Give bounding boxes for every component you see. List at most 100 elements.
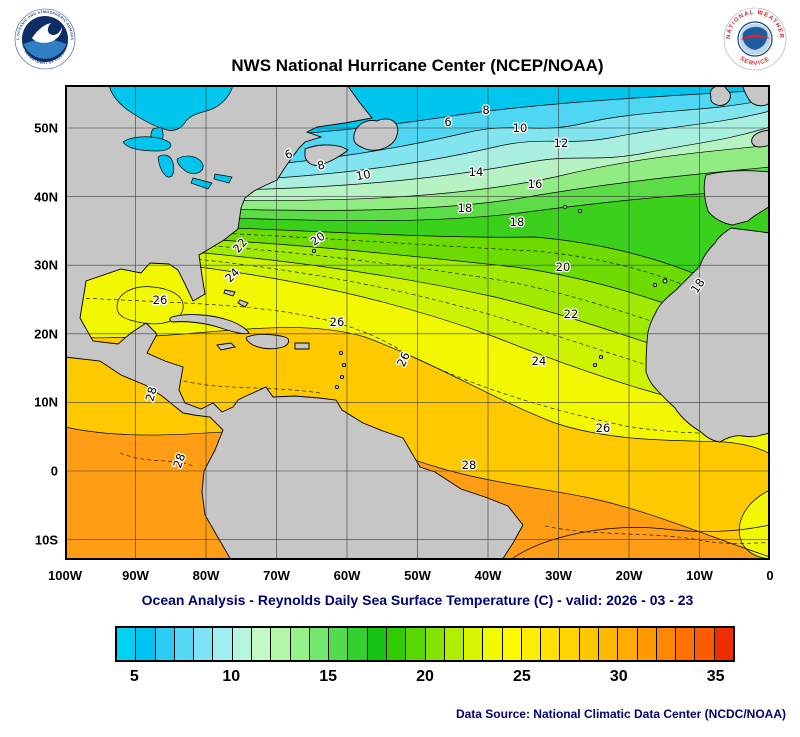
land-nova-scotia bbox=[304, 144, 349, 166]
colorbar-cell bbox=[482, 628, 502, 660]
x-tick-label: 30W bbox=[545, 568, 572, 583]
lake-superior bbox=[122, 136, 172, 152]
noaa-logo: NATIONAL OCEANIC AND ATMOSPHERIC ADMINIS… bbox=[14, 8, 76, 70]
colorbar-cell bbox=[231, 628, 251, 660]
y-tick-label: 10S bbox=[34, 532, 58, 548]
x-tick-label: 20W bbox=[615, 568, 643, 583]
colorbar-cell bbox=[559, 628, 579, 660]
contour-label: 26 bbox=[330, 315, 345, 329]
colorbar-cell bbox=[117, 628, 136, 660]
lake-erie bbox=[190, 177, 213, 190]
land-brittany bbox=[751, 129, 771, 148]
data-source: Data Source: National Climatic Data Cent… bbox=[455, 707, 786, 721]
latlon-grid bbox=[65, 85, 770, 560]
colorbar-cell bbox=[617, 628, 637, 660]
y-tick-label: 50N bbox=[34, 120, 58, 136]
colorbar-cell bbox=[540, 628, 560, 660]
colorbar-cell bbox=[385, 628, 406, 660]
contour-label: 26 bbox=[596, 421, 611, 435]
colorbar-cell bbox=[713, 628, 733, 660]
x-tick-label: 70W bbox=[263, 568, 290, 583]
colorbar-cell bbox=[501, 628, 521, 660]
colorbar-cell bbox=[328, 628, 348, 660]
colorbar-tick-label: 10 bbox=[222, 668, 241, 685]
land-cape-verde-1 bbox=[598, 354, 604, 360]
land-britain bbox=[742, 84, 771, 107]
colorbar-cell bbox=[135, 628, 155, 660]
colorbar-cell bbox=[270, 628, 290, 660]
colorbar-cell bbox=[598, 628, 618, 660]
noaa-seagull-icon bbox=[32, 23, 62, 43]
land-azores-2 bbox=[577, 208, 583, 214]
x-tick-label: 90W bbox=[122, 568, 149, 583]
land-iberia bbox=[703, 170, 771, 226]
colorbar-cell bbox=[173, 628, 194, 660]
contour-label: 28 bbox=[462, 458, 477, 472]
colorbar-cell bbox=[424, 628, 444, 660]
colorbar-cell bbox=[212, 628, 232, 660]
lake-huron bbox=[176, 155, 204, 174]
colorbar bbox=[115, 626, 735, 662]
x-tick-label: 60W bbox=[333, 568, 361, 583]
contour-label: 18 bbox=[458, 201, 473, 215]
contour-label: 24 bbox=[532, 354, 547, 368]
contour-label: 6 bbox=[444, 115, 451, 129]
contour-label: 14 bbox=[469, 165, 484, 179]
colorbar-cell bbox=[636, 628, 656, 660]
nws-logo: NATIONAL WEATHER SERVICE bbox=[723, 7, 787, 71]
land-canaries-1 bbox=[662, 278, 668, 284]
x-tick-label: 10W bbox=[686, 568, 713, 583]
x-tick-label: 100W bbox=[48, 568, 82, 583]
colorbar-cell bbox=[405, 628, 425, 660]
land-bermuda bbox=[311, 248, 317, 254]
colorbar-cell bbox=[655, 628, 676, 660]
y-tick-label: 40N bbox=[34, 189, 58, 205]
page-title: NWS National Hurricane Center (NCEP/NOAA… bbox=[231, 56, 604, 75]
land-antilles-1 bbox=[338, 350, 344, 356]
contour-label: 12 bbox=[554, 136, 569, 150]
colorbar-tick-label: 35 bbox=[706, 668, 725, 685]
contour-label: 26 bbox=[153, 293, 168, 307]
land-bahamas bbox=[223, 289, 236, 297]
colorbar-cell bbox=[289, 628, 309, 660]
x-tick-label: 50W bbox=[404, 568, 431, 583]
contour-label: 20 bbox=[556, 260, 571, 274]
land-antilles-4 bbox=[334, 384, 340, 390]
map-frame bbox=[65, 85, 770, 560]
colorbar-cell bbox=[347, 628, 367, 660]
colorbar-tick-label: 15 bbox=[319, 668, 338, 685]
colorbar-cell bbox=[694, 628, 714, 660]
map-area: 6 8 10 6 8 10 12 14 16 18 18 18 20 20 22 22 24 24 26 26 26 26… bbox=[64, 84, 771, 561]
contour-label: 28 bbox=[142, 385, 159, 403]
x-tick-label: 80W bbox=[192, 568, 220, 583]
sst-map: 6810681012141618181820202222242426262626… bbox=[64, 84, 771, 561]
noaa-emblem-sea bbox=[23, 39, 67, 59]
land-cape-verde-2 bbox=[592, 362, 598, 368]
colorbar-cell bbox=[154, 628, 174, 660]
land-antilles-3 bbox=[339, 374, 345, 380]
lake-michigan bbox=[157, 154, 175, 178]
contour-label: 8 bbox=[482, 103, 489, 117]
land-hispaniola bbox=[245, 333, 290, 350]
colorbar-cell bbox=[366, 628, 386, 660]
land-newfoundland bbox=[353, 118, 399, 151]
map-caption: Ocean Analysis - Reynolds Daily Sea Surf… bbox=[141, 592, 694, 608]
contour-label: 22 bbox=[564, 307, 579, 321]
colorbar-cell bbox=[578, 628, 599, 660]
colorbar-tick-label: 20 bbox=[416, 668, 434, 685]
colorbar-tick-label: 5 bbox=[129, 668, 139, 685]
colorbar-cell bbox=[443, 628, 464, 660]
contour-label: 16 bbox=[528, 177, 543, 191]
land-north-south-america bbox=[64, 84, 524, 561]
land-cuba bbox=[169, 314, 250, 335]
land-ireland bbox=[709, 85, 731, 106]
colorbar-tick-label: 25 bbox=[512, 668, 531, 685]
colorbar-cell bbox=[675, 628, 695, 660]
land-jamaica bbox=[216, 342, 236, 351]
y-tick-label: 0 bbox=[50, 463, 58, 479]
lake-ontario bbox=[213, 173, 233, 184]
contour-label: 18 bbox=[510, 215, 525, 229]
x-tick-label: 40W bbox=[474, 568, 502, 583]
y-tick-label: 30N bbox=[34, 257, 58, 273]
